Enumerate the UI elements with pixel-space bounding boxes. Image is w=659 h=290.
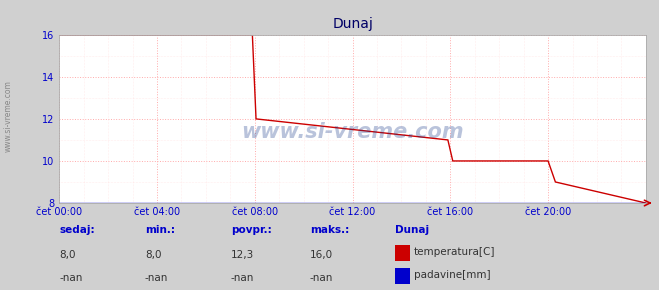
Text: 12,3: 12,3 [231, 250, 254, 260]
Text: sedaj:: sedaj: [59, 225, 95, 235]
Text: povpr.:: povpr.: [231, 225, 272, 235]
Text: min.:: min.: [145, 225, 175, 235]
Text: -nan: -nan [59, 273, 82, 283]
Text: www.si-vreme.com: www.si-vreme.com [3, 80, 13, 152]
Text: 8,0: 8,0 [59, 250, 76, 260]
Text: -nan: -nan [231, 273, 254, 283]
Text: padavine[mm]: padavine[mm] [414, 270, 490, 280]
Text: maks.:: maks.: [310, 225, 349, 235]
Text: www.si-vreme.com: www.si-vreme.com [241, 122, 464, 142]
Text: 16,0: 16,0 [310, 250, 333, 260]
Text: temperatura[C]: temperatura[C] [414, 247, 496, 257]
Text: -nan: -nan [145, 273, 168, 283]
Title: Dunaj: Dunaj [332, 17, 373, 31]
Text: 8,0: 8,0 [145, 250, 161, 260]
Text: -nan: -nan [310, 273, 333, 283]
Text: Dunaj: Dunaj [395, 225, 430, 235]
